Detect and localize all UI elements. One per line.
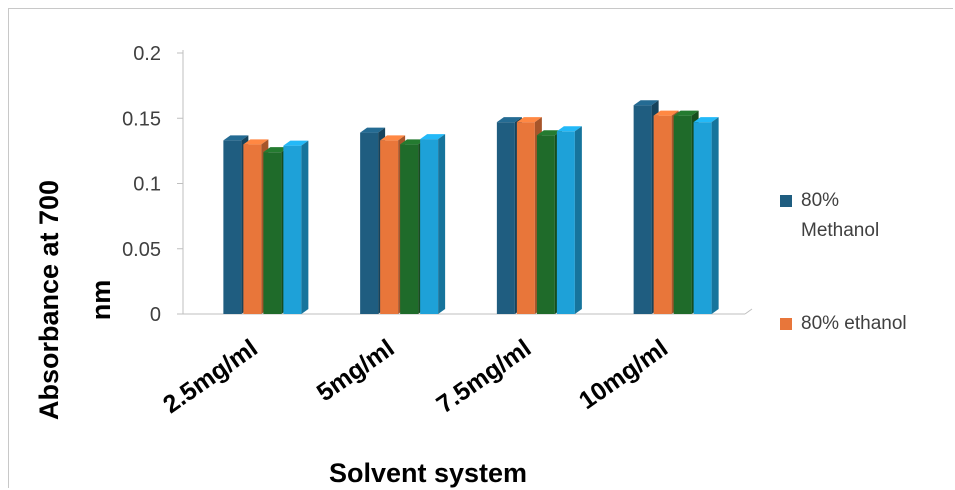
- y-tick-label: 0: [150, 304, 161, 326]
- legend-swatch: [780, 195, 792, 207]
- legend-label: Methanol: [801, 220, 879, 241]
- bar-top: [263, 147, 289, 153]
- bar-top: [243, 139, 269, 145]
- bar-top: [633, 100, 659, 106]
- y-tick-label: 0.05: [122, 239, 161, 261]
- x-axis-depth-line: [744, 308, 753, 315]
- bar: [673, 115, 692, 314]
- bar: [380, 140, 399, 314]
- bar-top: [400, 139, 426, 145]
- bar-top: [673, 110, 699, 116]
- bar: [360, 132, 379, 314]
- bar-top: [223, 135, 249, 141]
- bar: [243, 144, 262, 314]
- bar: [283, 145, 302, 314]
- bar: [263, 152, 282, 314]
- chart-frame: [8, 8, 953, 488]
- x-axis-title: Solvent system: [329, 458, 527, 488]
- bar-top: [283, 140, 309, 146]
- bar-side: [301, 140, 309, 314]
- bar-top: [693, 117, 719, 123]
- bar-top: [536, 130, 562, 136]
- bar-side: [438, 134, 446, 314]
- bar-side: [574, 126, 582, 314]
- legend-swatch: [780, 318, 792, 330]
- x-category-label: 2.5mg/ml: [158, 334, 263, 419]
- bar: [693, 122, 712, 314]
- bar-top: [360, 127, 386, 133]
- y-tick-label: 0.2: [133, 43, 161, 65]
- bar-side: [711, 117, 719, 314]
- bar-top: [420, 134, 446, 140]
- bar: [516, 122, 535, 314]
- bar: [420, 139, 439, 314]
- bar: [536, 135, 555, 314]
- bar: [496, 122, 515, 314]
- bar: [633, 105, 652, 314]
- y-tick-label: 0.1: [133, 174, 161, 196]
- y-tick-label: 0.15: [122, 108, 161, 130]
- bar-top: [653, 110, 679, 116]
- y-axis-title-line2: nm: [86, 280, 116, 321]
- legend-label: 80%: [801, 190, 839, 211]
- bar: [400, 144, 419, 314]
- x-category-label: 10mg/ml: [574, 334, 673, 415]
- bar-top: [516, 117, 542, 123]
- x-category-label: 5mg/ml: [312, 334, 400, 407]
- bar: [556, 131, 575, 314]
- x-category-label: 7.5mg/ml: [431, 334, 536, 419]
- bar: [653, 115, 672, 314]
- legend-label: 80% ethanol: [801, 313, 907, 334]
- bar-top: [380, 135, 406, 141]
- bar-top: [556, 126, 582, 132]
- y-axis-title: Absorbance at 700: [34, 180, 64, 420]
- bar-top: [496, 117, 522, 123]
- bar: [223, 140, 242, 314]
